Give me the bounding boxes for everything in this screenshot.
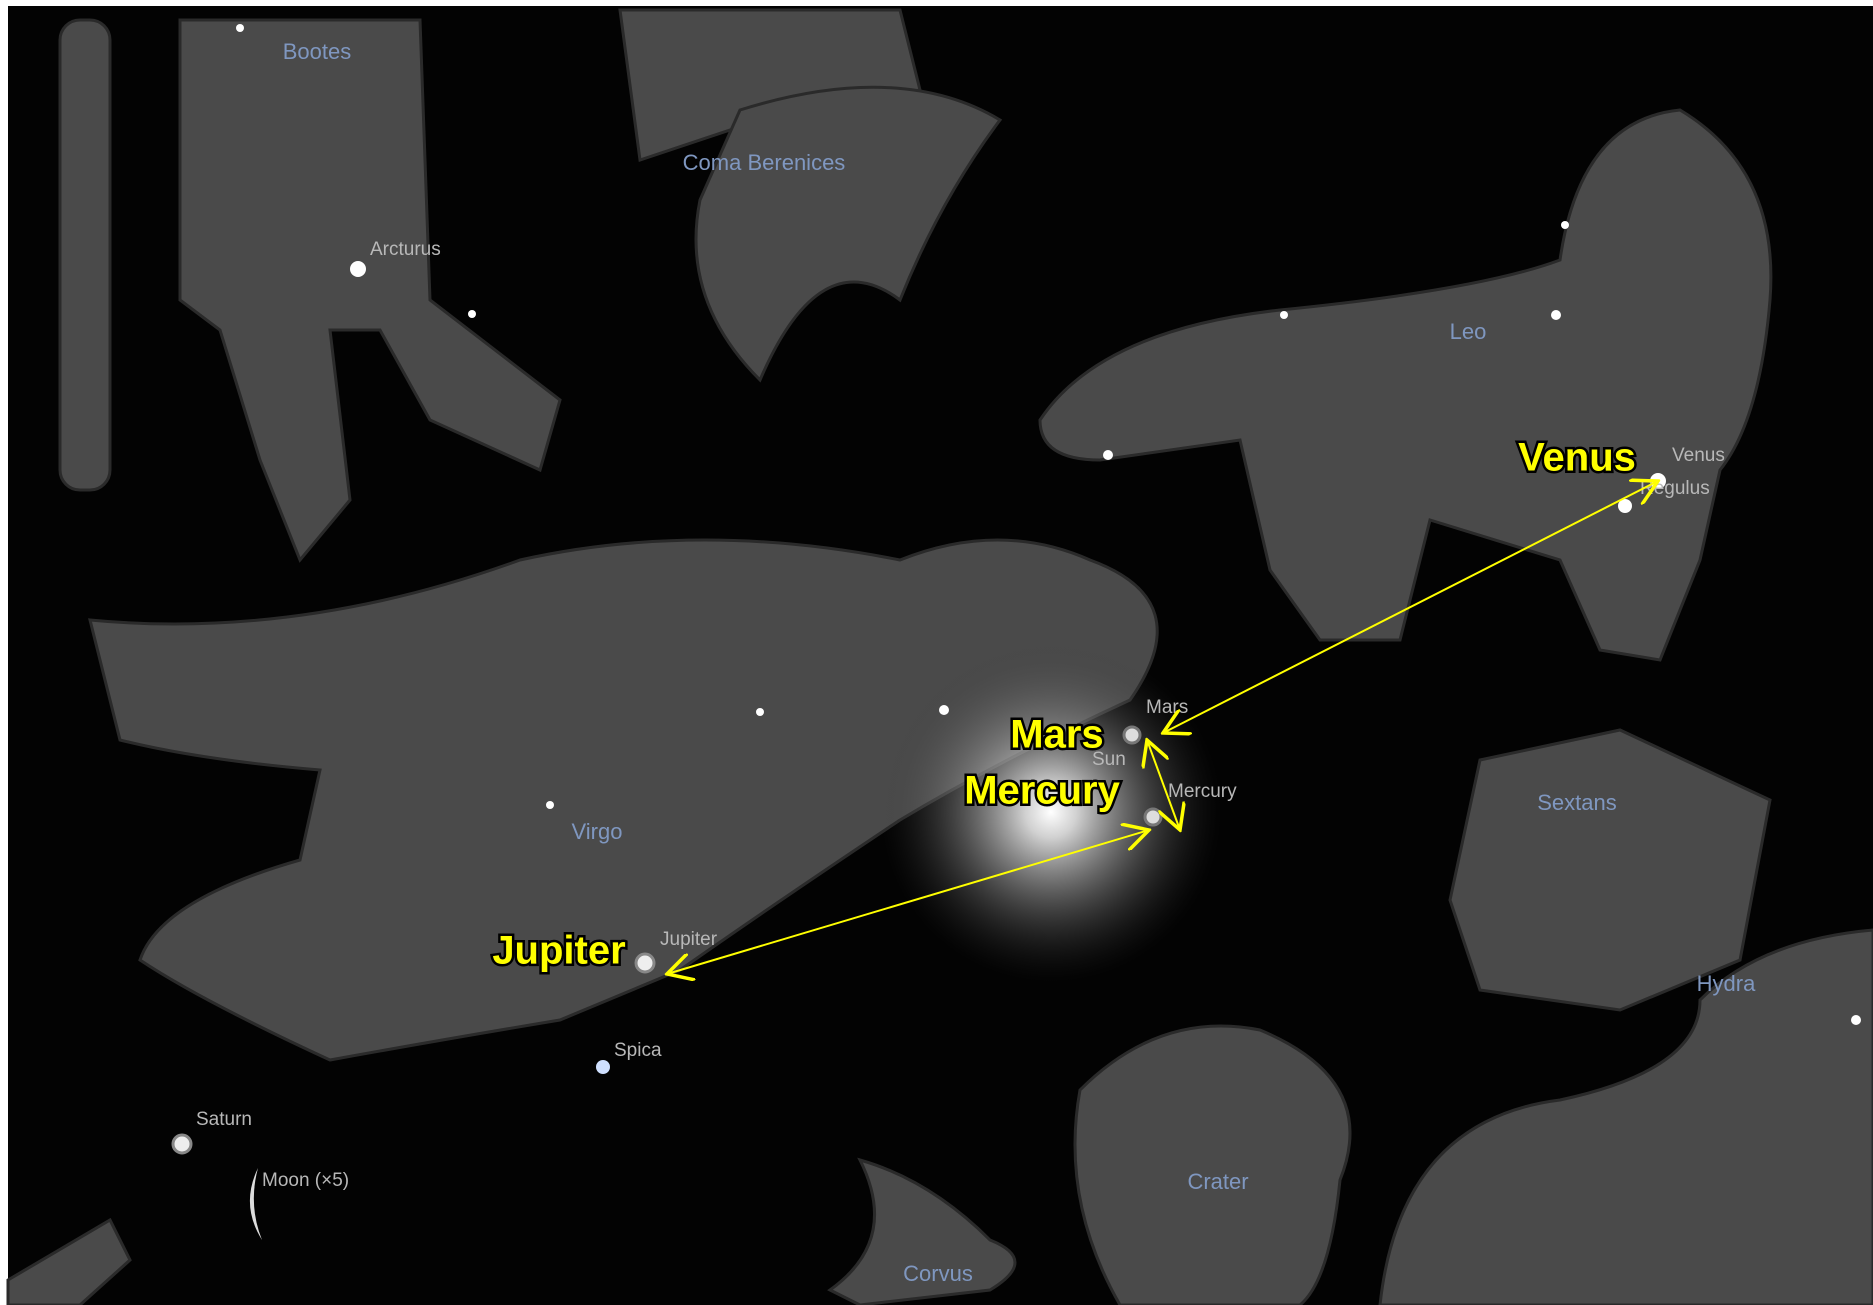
star bbox=[236, 24, 244, 32]
arrow bbox=[1163, 481, 1658, 733]
star bbox=[1280, 311, 1288, 319]
object-label: Moon (×5) bbox=[262, 1170, 349, 1191]
planet bbox=[1122, 725, 1142, 745]
constellation-label: Crater bbox=[1187, 1169, 1248, 1194]
constellation-label: Sextans bbox=[1537, 790, 1617, 815]
object-label: Jupiter bbox=[660, 929, 718, 950]
star bbox=[468, 310, 476, 318]
crater-figure bbox=[1073, 1024, 1352, 1305]
sextans-figure bbox=[1448, 728, 1772, 1012]
constellation-label: Coma Berenices bbox=[683, 150, 846, 175]
constellation-label: Hydra bbox=[1697, 971, 1756, 996]
object-label: Spica bbox=[614, 1040, 662, 1061]
coma-figure bbox=[694, 85, 1003, 383]
annotation: Mercury bbox=[964, 769, 1120, 813]
arrow bbox=[667, 830, 1149, 974]
annotation: Venus bbox=[1518, 436, 1636, 480]
star bbox=[939, 705, 949, 715]
bootes-figure bbox=[178, 18, 562, 563]
object-label: Sun bbox=[1092, 749, 1126, 770]
bootes-staff bbox=[58, 18, 112, 492]
planet bbox=[171, 1133, 193, 1155]
constellation-label: Leo bbox=[1450, 319, 1487, 344]
star bbox=[756, 708, 764, 716]
moon bbox=[249, 1168, 262, 1240]
constellation-label: Bootes bbox=[283, 39, 352, 64]
object-label: Venus bbox=[1672, 445, 1725, 466]
star bbox=[350, 261, 366, 277]
star bbox=[1561, 221, 1569, 229]
star bbox=[596, 1060, 610, 1074]
star bbox=[1551, 310, 1561, 320]
object-label: Mercury bbox=[1168, 781, 1237, 802]
object-label: Mars bbox=[1146, 697, 1188, 718]
planet bbox=[634, 952, 656, 974]
constellation-label: Virgo bbox=[572, 819, 623, 844]
star bbox=[1103, 450, 1113, 460]
planet bbox=[1143, 807, 1163, 827]
libra-figure bbox=[6, 1217, 132, 1305]
object-label: Regulus bbox=[1640, 478, 1710, 499]
arrow bbox=[1147, 740, 1180, 830]
object-label: Arcturus bbox=[370, 239, 441, 260]
annotation: Jupiter bbox=[492, 929, 625, 973]
star bbox=[546, 801, 554, 809]
star bbox=[1851, 1015, 1861, 1025]
object-label: Saturn bbox=[196, 1109, 252, 1130]
hydra-figure bbox=[1378, 928, 1873, 1305]
corvus-figure bbox=[827, 1157, 1017, 1305]
annotation: Mars bbox=[1010, 713, 1103, 757]
constellation-label: Corvus bbox=[903, 1261, 973, 1286]
